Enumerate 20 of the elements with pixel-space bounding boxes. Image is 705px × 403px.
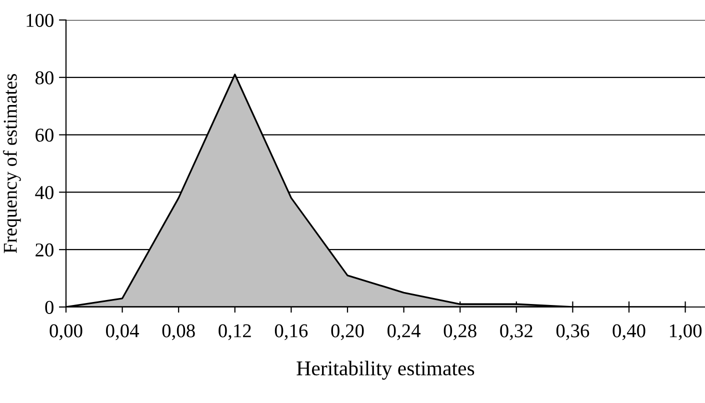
x-tick-label: 0,24	[388, 324, 421, 340]
y-tick-label: 100	[26, 14, 54, 27]
y-tick-label: 40	[35, 186, 54, 200]
x-tick-label: 0,04	[106, 324, 140, 340]
y-tick-label: 80	[35, 71, 54, 84]
x-tick-label: 0,28	[444, 324, 476, 340]
y-axis-title: Frequency of estimates	[2, 74, 21, 254]
x-tick-label: 0,36	[556, 324, 590, 340]
x-axis-title: Heritability estimates	[296, 360, 474, 380]
x-tick-label: 0,40	[612, 324, 646, 340]
x-tick-label: 0,20	[331, 324, 364, 340]
x-tick-label: 0,32	[500, 324, 532, 340]
x-tick-label: 1,00	[670, 324, 702, 340]
y-tick-label: 0	[45, 300, 54, 314]
x-tick-label: 0,08	[162, 324, 195, 340]
y-tick-label: 60	[36, 128, 54, 142]
x-tick-label: 0,16	[274, 324, 308, 340]
x-tick-label: 0,00	[50, 324, 82, 340]
x-tick-label: 0,12	[218, 324, 251, 340]
y-tick-label: 20	[36, 243, 54, 257]
